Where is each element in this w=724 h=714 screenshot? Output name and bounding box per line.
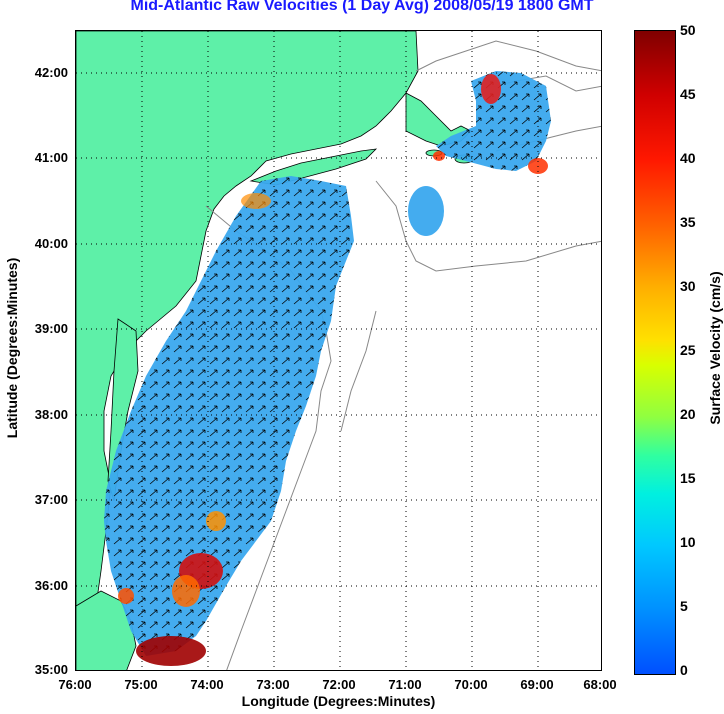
lon-tick-72: 72:00 <box>322 677 356 692</box>
colorbar-label: Surface Velocity (cm/s) <box>707 271 723 425</box>
colorbar-tick-20: 20 <box>680 406 696 422</box>
colorbar-tick-5: 5 <box>680 598 688 614</box>
lat-tick-36: 36:00 <box>34 578 68 593</box>
colorbar-tick-10: 10 <box>680 534 696 550</box>
lat-tick-38: 38:00 <box>34 407 68 422</box>
colorbar-tick-15: 15 <box>680 470 696 486</box>
map-plot-area[interactable] <box>75 30 602 671</box>
colorbar <box>634 30 676 675</box>
colorbar-tick-35: 35 <box>680 214 696 230</box>
lat-tick-41: 41:00 <box>34 150 68 165</box>
lat-tick-42: 42:00 <box>34 65 68 80</box>
velocity-field-ne-arrows <box>436 71 551 171</box>
lon-tick-75: 75:00 <box>124 677 158 692</box>
map-svg <box>76 31 601 670</box>
grid-lines <box>76 31 601 670</box>
lon-tick-69: 69:00 <box>520 677 554 692</box>
colorbar-tick-0: 0 <box>680 662 688 678</box>
lat-tick-35: 35:00 <box>34 662 68 677</box>
colorbar-tick-30: 30 <box>680 278 696 294</box>
lon-tick-76: 76:00 <box>58 677 92 692</box>
lat-tick-37: 37:00 <box>34 492 68 507</box>
colorbar-tick-50: 50 <box>680 22 696 38</box>
x-axis-label: Longitude (Degrees:Minutes) <box>241 693 436 709</box>
lon-tick-74: 74:00 <box>190 677 224 692</box>
lon-tick-73: 73:00 <box>256 677 290 692</box>
lon-tick-68: 68:00 <box>583 677 617 692</box>
colorbar-tick-45: 45 <box>680 86 696 102</box>
colorbar-tick-40: 40 <box>680 150 696 166</box>
lon-tick-70: 70:00 <box>454 677 488 692</box>
colorbar-tick-25: 25 <box>680 342 696 358</box>
page-title: Mid-Atlantic Raw Velocities (1 Day Avg) … <box>130 0 594 14</box>
lat-tick-39: 39:00 <box>34 321 68 336</box>
y-axis-label: Latitude (Degrees:Minutes) <box>4 257 20 439</box>
velocity-field-main-arrows <box>104 176 354 656</box>
lon-tick-71: 71:00 <box>388 677 422 692</box>
lat-tick-40: 40:00 <box>34 236 68 251</box>
